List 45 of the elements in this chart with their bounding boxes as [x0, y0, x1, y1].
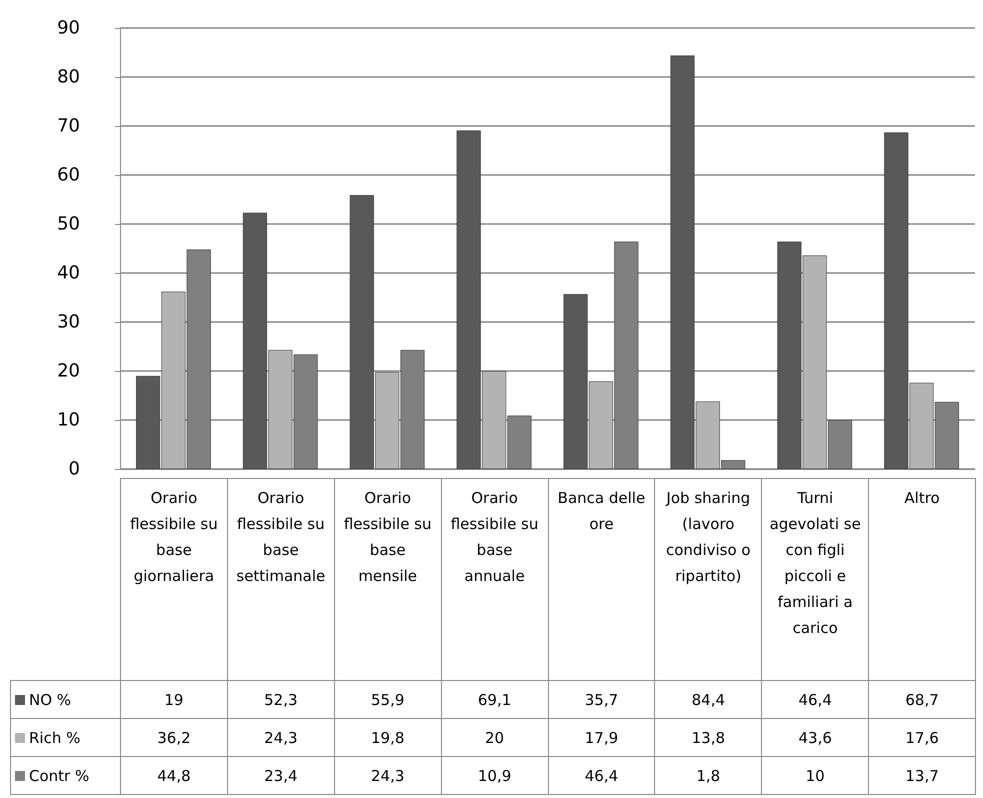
data-label: 10,9 — [441, 756, 548, 794]
data-label: 24,3 — [334, 756, 442, 794]
data-label: 24,3 — [227, 718, 334, 756]
data-label: 20 — [441, 718, 548, 756]
y-tick-label: 60 — [57, 164, 80, 186]
data-label: 36,2 — [120, 718, 228, 756]
x-tick-label: Orario flessibile su base mensile — [334, 478, 442, 680]
data-label: 13,8 — [654, 718, 762, 756]
y-tick-label: 90 — [57, 18, 80, 38]
y-tick-label: 80 — [57, 66, 80, 88]
data-label: 44,8 — [120, 756, 228, 794]
data-label: 43,6 — [762, 718, 869, 756]
data-label: 46,4 — [548, 756, 655, 794]
data-label: 52,3 — [227, 680, 334, 718]
y-tick-label: 20 — [57, 360, 80, 382]
data-label: 69,1 — [441, 680, 548, 718]
x-tick-label: Altro — [868, 478, 976, 680]
y-tick-label: 0 — [68, 458, 80, 480]
data-label: 84,4 — [654, 680, 762, 718]
legend-label: NO % — [10, 680, 120, 718]
data-label: 55,9 — [334, 680, 442, 718]
data-label: 23,4 — [227, 756, 334, 794]
data-label: 68,7 — [868, 680, 976, 718]
y-tick-label: 10 — [57, 410, 80, 430]
data-label: 19 — [120, 680, 228, 718]
data-label: 19,8 — [334, 718, 442, 756]
data-label: 17,9 — [548, 718, 655, 756]
x-tick-label: Orario flessibile su base giornaliera — [120, 478, 228, 680]
data-label: 35,7 — [548, 680, 655, 718]
data-label: 1,8 — [654, 756, 762, 794]
x-tick-label: Job sharing (lavoro condiviso o ripartito) — [654, 478, 762, 680]
y-tick-label: 40 — [57, 262, 80, 284]
data-label: 13,7 — [868, 756, 976, 794]
legend-label: Contr % — [10, 756, 120, 794]
y-tick-label: 70 — [57, 116, 80, 136]
x-tick-label: Orario flessibile su base annuale — [441, 478, 548, 680]
data-label: 46,4 — [762, 680, 869, 718]
x-tick-label: Banca delle ore — [548, 478, 655, 680]
legend-label: Rich % — [10, 718, 120, 756]
y-tick-label: 30 — [57, 312, 80, 332]
data-label: 10 — [762, 756, 869, 794]
x-tick-label: Orario flessibile su base settimanale — [227, 478, 334, 680]
data-label: 17,6 — [868, 718, 976, 756]
x-tick-label: Turni agevolati se con figli piccoli e familiari a carico — [762, 478, 869, 680]
y-tick-label: 50 — [57, 214, 80, 234]
